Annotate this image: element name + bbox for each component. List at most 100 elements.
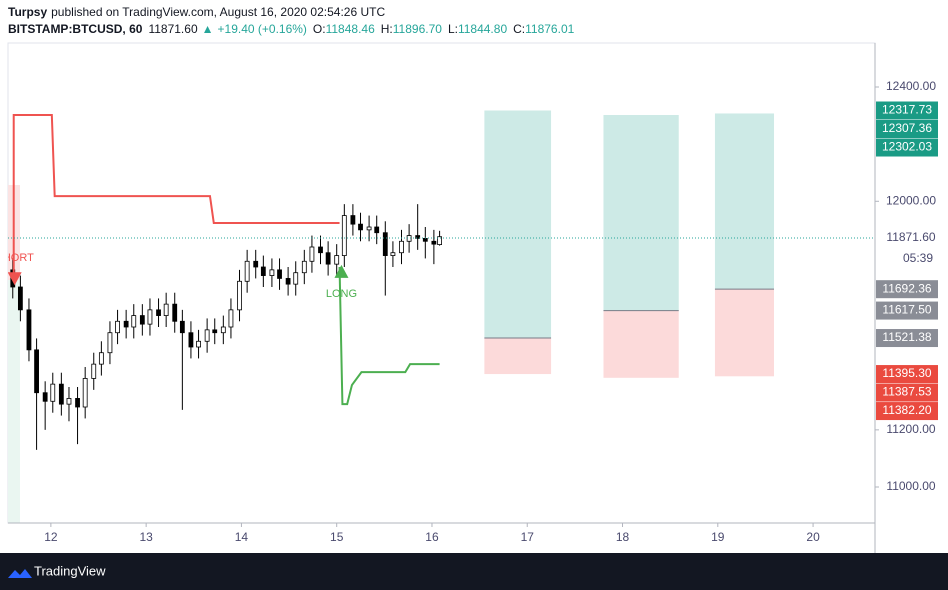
x-tick-label: 18: [616, 530, 630, 544]
candle-body: [390, 252, 396, 256]
candle-body: [172, 303, 178, 322]
candle-body: [131, 315, 137, 328]
x-tick-label: 15: [330, 530, 344, 544]
target-price-label: 12307.36: [882, 121, 932, 135]
candle-body: [107, 332, 113, 354]
candle-body: [277, 269, 282, 279]
candle-body: [26, 309, 32, 351]
entry-price-box: [876, 280, 938, 299]
entry-price-label: 11617.50: [882, 303, 931, 317]
axes: 11000.00 11200.00 12000.00 12400.00 12 13 14 15…: [44, 79, 938, 544]
target-price-box: [876, 120, 938, 139]
indicator-line: [338, 266, 440, 406]
candle-body: [244, 260, 250, 282]
candle-body: [196, 340, 201, 348]
candle-body: [341, 215, 347, 256]
author: Turpsy: [8, 5, 47, 19]
indicator-line: [12, 114, 340, 282]
x-tick-label: 12: [44, 530, 58, 544]
signal-label: SHORT: [0, 252, 34, 264]
candle-body: [212, 329, 218, 334]
entry-price-label: 11692.36: [882, 281, 931, 295]
candle-body: [50, 383, 56, 402]
candle-body: [82, 378, 88, 408]
candle-body: [309, 246, 315, 262]
logo: [8, 569, 32, 578]
candle-body: [437, 236, 442, 245]
candle-body: [350, 215, 356, 225]
published: published on TradingView.com, August 16,…: [51, 5, 385, 19]
position-target: [603, 114, 679, 311]
candle-body: [382, 232, 388, 256]
candle-body: [204, 329, 210, 342]
candle-body: [358, 223, 363, 231]
x-tick-label: 14: [235, 530, 249, 544]
plot: SHORT LONG: [0, 110, 875, 450]
candle-body: [34, 349, 39, 394]
candle-body: [66, 398, 72, 405]
x-tick-label: 19: [711, 530, 725, 544]
signal-label: LONG: [326, 288, 357, 300]
candle-body: [325, 252, 331, 265]
target-price-label: 12302.03: [882, 140, 932, 154]
candle-body: [115, 320, 120, 334]
position-target: [484, 110, 552, 339]
candle-body: [91, 363, 97, 379]
candle-body: [415, 235, 421, 239]
ohlc-value: 11896.70: [393, 22, 442, 36]
candle-body: [156, 309, 161, 316]
stop-price-box: [876, 365, 938, 384]
candle-body: [253, 260, 259, 268]
signal-marker: [334, 264, 349, 278]
stop-price-label: 11387.53: [882, 385, 931, 399]
candle-body: [75, 398, 80, 408]
position-stop: [714, 289, 775, 377]
ohlc-label: C:: [513, 22, 525, 36]
candle-body: [285, 278, 291, 285]
stop-price-label: 11382.20: [882, 403, 931, 417]
ohlc-label: H:: [381, 22, 393, 36]
entry-price-box: [876, 301, 938, 320]
target-price-label: 12317.73: [882, 103, 932, 117]
candle-body: [17, 286, 23, 311]
candle-body: [188, 332, 194, 348]
candle-body: [163, 303, 169, 316]
footer-bar: [0, 553, 948, 590]
candle-body: [260, 266, 266, 276]
last: 11871.60: [148, 22, 197, 36]
target-price-box: [876, 101, 938, 120]
y-tick-label: 12400.00: [886, 79, 936, 93]
candle-body: [399, 240, 404, 254]
candle-body: [318, 246, 323, 254]
signal-marker: [8, 272, 22, 286]
ohlc-label: O:: [313, 22, 326, 36]
candle-body: [58, 383, 64, 405]
stop-price-box: [876, 383, 938, 402]
position-target: [714, 113, 775, 290]
up-arrow: ▲: [202, 22, 214, 36]
entry-price-box: [876, 329, 938, 348]
candle-body: [123, 320, 129, 328]
target-price-box: [876, 138, 938, 157]
candle-body: [422, 238, 428, 242]
candle-body: [431, 240, 437, 245]
ohlc-value: 11848.46: [326, 22, 375, 36]
candle-body: [374, 226, 380, 234]
candle-body: [269, 269, 275, 276]
candle-body: [334, 255, 340, 265]
last-price-label: 11871.60: [886, 230, 935, 244]
y-tick-label: 11200.00: [886, 422, 935, 436]
x-tick-label: 17: [521, 530, 535, 544]
candle-body: [220, 326, 226, 334]
candle-body: [228, 309, 234, 328]
candle-body: [139, 315, 145, 325]
header-line-1: Turpsy published on TradingView.com, Augu…: [8, 5, 385, 19]
entry-price-label: 11521.38: [882, 330, 931, 344]
candle-body: [301, 260, 307, 274]
header-line-2: BITSTAMP:BTCUSD, 60 11871.60 ▲ +19.40 (+0.1…: [8, 22, 575, 36]
y-tick-label: 12000.00: [886, 193, 936, 207]
x-tick-label: 20: [806, 530, 820, 544]
ohlc-label: L:: [448, 22, 458, 36]
x-tick-label: 13: [139, 530, 153, 544]
